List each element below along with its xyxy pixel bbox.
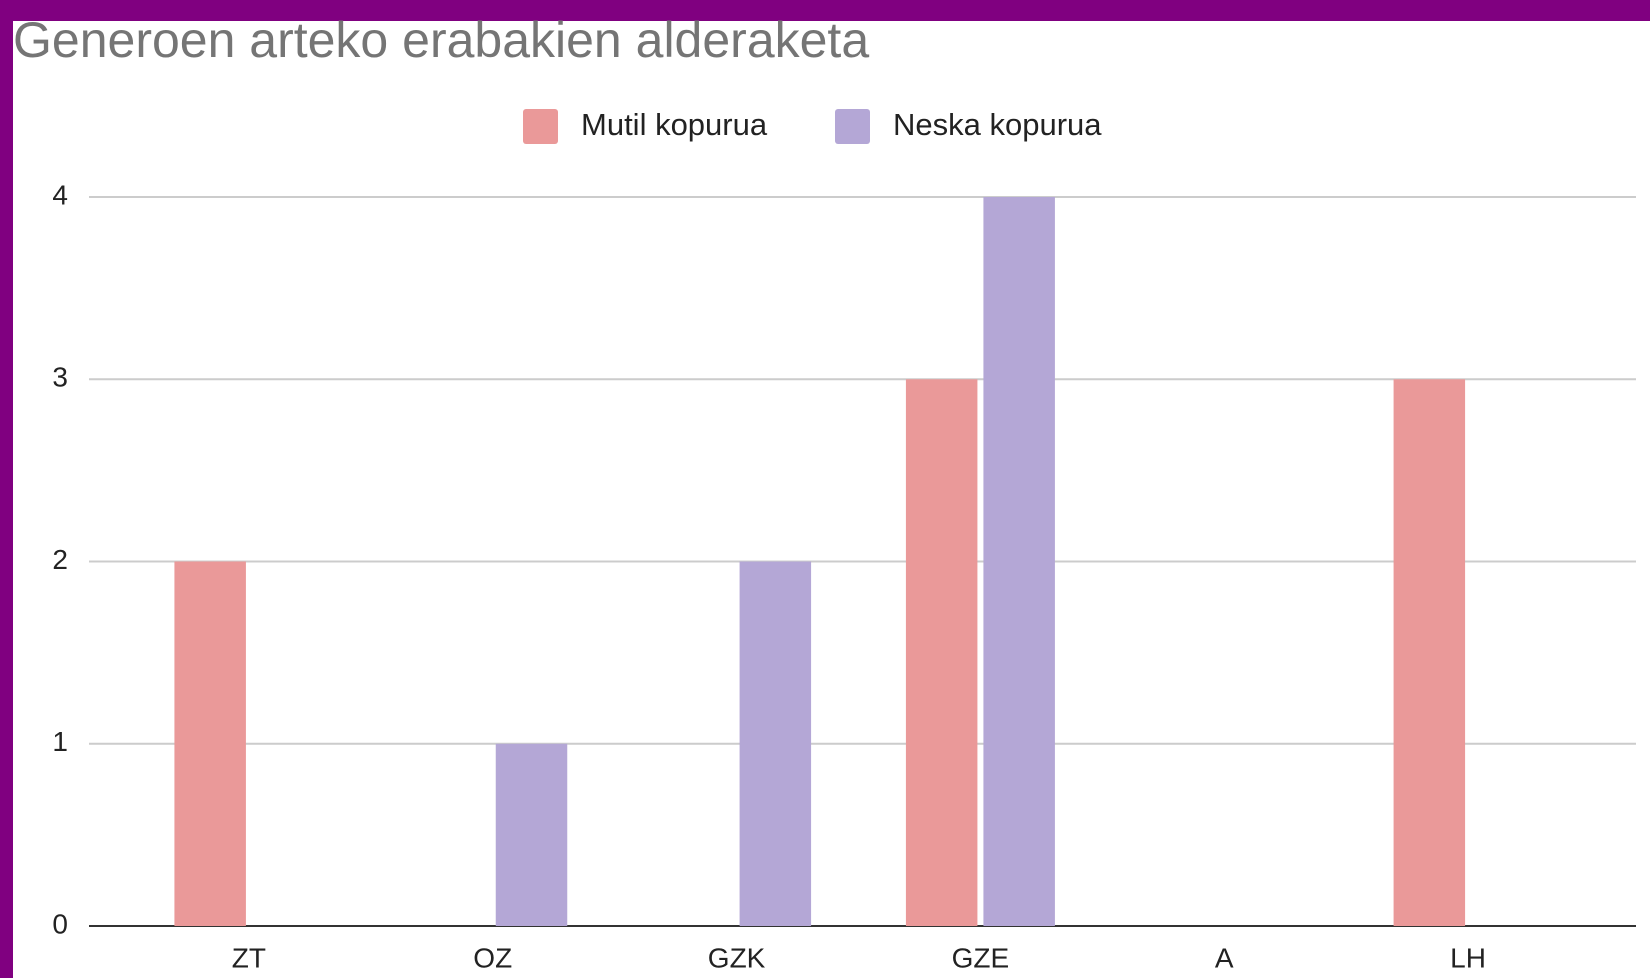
x-tick-label: GZK (708, 942, 766, 973)
legend-label: Neska kopurua (893, 107, 1102, 142)
x-tick-label: LH (1450, 942, 1486, 973)
x-tick-label: OZ (473, 942, 512, 973)
bar (983, 197, 1055, 926)
x-tick-label: ZT (232, 942, 266, 973)
legend-label: Mutil kopurua (581, 107, 768, 142)
chart-background (13, 21, 1650, 978)
y-tick-label: 4 (52, 179, 68, 210)
legend-swatch (835, 109, 870, 144)
y-tick-label: 0 (52, 908, 68, 939)
x-tick-label: A (1215, 942, 1234, 973)
bar (495, 743, 568, 926)
legend-swatch (523, 109, 558, 144)
y-tick-label: 3 (52, 362, 68, 393)
chart-title: Generoen arteko erabakien alderaketa (13, 12, 869, 68)
y-tick-label: 2 (52, 544, 68, 575)
bar (1393, 379, 1466, 926)
x-tick-label: GZE (952, 942, 1010, 973)
bar (739, 561, 812, 926)
y-tick-label: 1 (52, 726, 68, 757)
bar (174, 561, 246, 926)
bar (905, 379, 978, 926)
